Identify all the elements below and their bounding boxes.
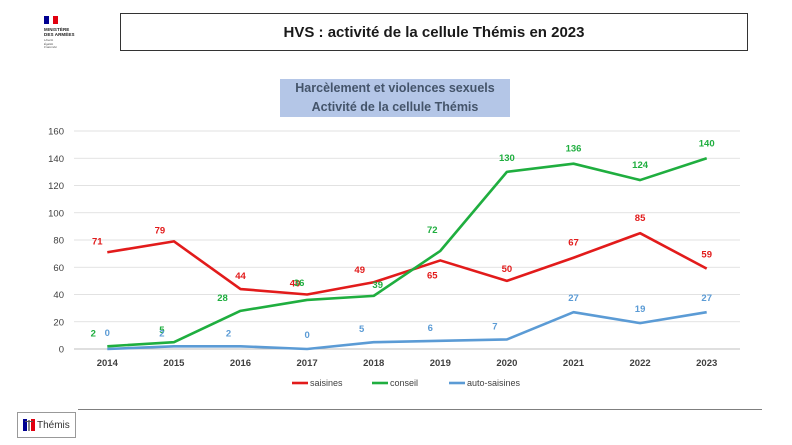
- motto-line-2: Égalité: [44, 41, 54, 46]
- y-tick-label: 40: [53, 290, 64, 301]
- data-label-auto-saisines: 6: [428, 323, 433, 334]
- motto-line-1: Liberté: [44, 38, 54, 42]
- data-label-saisines: 50: [502, 264, 513, 275]
- chart-title: Harcèlement et violences sexuels Activit…: [280, 79, 510, 117]
- x-tick-label: 2022: [630, 358, 651, 369]
- data-label-auto-saisines: 27: [701, 293, 712, 304]
- y-tick-label: 20: [53, 317, 64, 328]
- data-label-saisines: 85: [635, 213, 646, 224]
- motto-line-3: Fraternité: [44, 45, 57, 50]
- legend-label-saisines: saisines: [310, 378, 343, 388]
- data-label-conseil: 39: [372, 280, 383, 291]
- data-label-saisines: 40: [290, 279, 301, 290]
- data-label-conseil: 124: [632, 160, 649, 171]
- chart-title-line-1: Harcèlement et violences sexuels: [295, 81, 495, 95]
- flag-icon: [44, 16, 59, 24]
- x-tick-label: 2021: [563, 358, 585, 369]
- flag-white: [48, 16, 54, 24]
- x-tick-label: 2018: [363, 358, 384, 369]
- data-label-saisines: 49: [354, 265, 365, 276]
- data-label-auto-saisines: 19: [635, 304, 646, 315]
- series: [107, 157, 708, 351]
- themis-badge: Thémis: [17, 412, 76, 438]
- legend-label-auto-saisines: auto-saisines: [467, 378, 521, 388]
- y-tick-label: 0: [59, 345, 64, 356]
- y-tick-label: 160: [48, 127, 64, 138]
- data-label-conseil: 140: [699, 138, 715, 149]
- data-label-saisines: 44: [235, 271, 246, 282]
- data-label-auto-saisines: 5: [359, 324, 365, 335]
- y-tick-label: 60: [53, 263, 64, 274]
- data-label-auto-saisines: 2: [159, 328, 164, 339]
- data-label-saisines: 71: [92, 236, 103, 247]
- slide-title: HVS : activité de la cellule Thémis en 2…: [283, 23, 585, 41]
- data-label-auto-saisines: 2: [226, 328, 231, 339]
- data-label-saisines: 79: [155, 225, 166, 236]
- ministry-line-2: DES ARMÉES: [44, 32, 75, 37]
- data-label-saisines: 65: [427, 270, 438, 281]
- themis-label: Thémis: [37, 419, 70, 431]
- flag-red: [53, 16, 59, 24]
- x-tick-label: 2015: [163, 358, 185, 369]
- y-tick-label: 120: [48, 181, 64, 192]
- legend-label-conseil: conseil: [390, 378, 418, 388]
- data-label-conseil: 72: [427, 225, 438, 236]
- x-tick-label: 2023: [696, 358, 717, 369]
- data-label-auto-saisines: 0: [304, 330, 309, 341]
- grid: [74, 130, 740, 350]
- data-label-conseil: 130: [499, 153, 515, 164]
- slide-title-box: HVS : activité de la cellule Thémis en 2…: [120, 13, 748, 51]
- data-label-saisines: 59: [701, 250, 712, 261]
- data-label-conseil: 2: [91, 328, 96, 339]
- x-tick-label: 2020: [496, 358, 517, 369]
- footer-divider: [78, 409, 762, 410]
- x-tick-label: 2014: [97, 358, 119, 369]
- data-label-conseil: 28: [217, 293, 228, 304]
- ministry-line-1: MINISTÈRE: [44, 27, 70, 32]
- data-label-auto-saisines: 27: [568, 293, 579, 304]
- legend: saisines conseil auto-saisines: [292, 378, 521, 388]
- chart-title-line-2: Activité de la cellule Thémis: [311, 100, 479, 114]
- flag-blue: [44, 16, 49, 24]
- data-label-conseil: 136: [566, 144, 582, 155]
- data-label-conseil: 36: [294, 278, 305, 289]
- series-line-conseil: [107, 157, 708, 348]
- y-tick-label: 80: [53, 236, 64, 247]
- y-tick-label: 140: [48, 154, 64, 165]
- scales-icon: [23, 419, 35, 431]
- series-line-auto-saisines: [107, 310, 707, 351]
- x-tick-label: 2016: [230, 358, 251, 369]
- data-label-conseil: 5: [159, 325, 165, 336]
- series-line-saisines: [107, 231, 708, 296]
- ministry-logo: MINISTÈRE DES ARMÉES Liberté Égalité Fra…: [44, 16, 100, 54]
- x-tick-label: 2019: [430, 358, 451, 369]
- data-label-saisines: 67: [568, 238, 579, 249]
- data-label-auto-saisines: 7: [492, 321, 497, 332]
- data-label-auto-saisines: 0: [105, 328, 110, 339]
- x-tick-label: 2017: [297, 358, 318, 369]
- y-tick-label: 100: [48, 208, 64, 219]
